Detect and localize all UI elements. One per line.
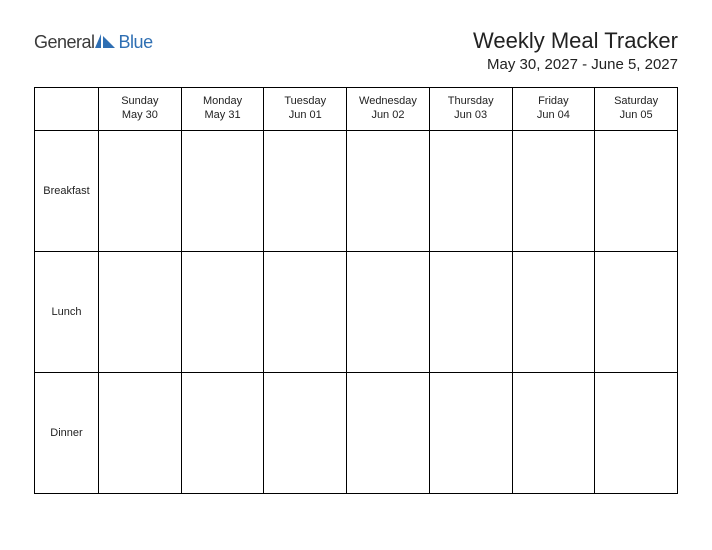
day-date: Jun 05 <box>597 109 675 123</box>
meal-cell[interactable] <box>595 131 678 252</box>
date-range: May 30, 2027 - June 5, 2027 <box>473 56 678 73</box>
meal-cell[interactable] <box>595 252 678 373</box>
meal-cell[interactable] <box>264 131 347 252</box>
meal-cell[interactable] <box>264 373 347 494</box>
meal-tracker-table: Sunday May 30 Monday May 31 Tuesday Jun … <box>34 87 678 494</box>
day-date: Jun 01 <box>266 109 344 123</box>
day-header: Monday May 31 <box>181 88 264 131</box>
day-header: Saturday Jun 05 <box>595 88 678 131</box>
day-header: Friday Jun 04 <box>512 88 595 131</box>
meal-cell[interactable] <box>264 252 347 373</box>
day-date: May 30 <box>101 109 179 123</box>
day-date: May 31 <box>184 109 262 123</box>
meal-row-label: Dinner <box>35 373 99 494</box>
meal-cell[interactable] <box>347 131 430 252</box>
meal-cell[interactable] <box>181 252 264 373</box>
day-of-week: Tuesday <box>266 95 344 109</box>
meal-cell[interactable] <box>595 373 678 494</box>
day-of-week: Saturday <box>597 95 675 109</box>
table-corner-cell <box>35 88 99 131</box>
page-title: Weekly Meal Tracker <box>473 28 678 54</box>
meal-cell[interactable] <box>512 252 595 373</box>
meal-cell[interactable] <box>347 373 430 494</box>
meal-row-label: Lunch <box>35 252 99 373</box>
day-of-week: Thursday <box>432 95 510 109</box>
logo-word-1: General <box>34 32 95 53</box>
day-header: Sunday May 30 <box>99 88 182 131</box>
meal-cell[interactable] <box>181 131 264 252</box>
meal-cell[interactable] <box>512 131 595 252</box>
day-of-week: Monday <box>184 95 262 109</box>
day-of-week: Sunday <box>101 95 179 109</box>
meal-cell[interactable] <box>429 252 512 373</box>
meal-cell[interactable] <box>99 252 182 373</box>
meal-cell[interactable] <box>429 373 512 494</box>
meal-cell[interactable] <box>512 373 595 494</box>
header: General Blue Weekly Meal Tracker May 30,… <box>34 28 678 73</box>
meal-cell[interactable] <box>99 131 182 252</box>
day-date: Jun 02 <box>349 109 427 123</box>
day-of-week: Wednesday <box>349 95 427 109</box>
meal-cell[interactable] <box>429 131 512 252</box>
page: General Blue Weekly Meal Tracker May 30,… <box>0 0 712 550</box>
title-block: Weekly Meal Tracker May 30, 2027 - June … <box>473 28 678 73</box>
table-row: Breakfast <box>35 131 678 252</box>
meal-cell[interactable] <box>181 373 264 494</box>
day-date: Jun 04 <box>515 109 593 123</box>
logo-sail-icon <box>95 34 117 48</box>
day-date: Jun 03 <box>432 109 510 123</box>
table-row: Dinner <box>35 373 678 494</box>
day-header: Thursday Jun 03 <box>429 88 512 131</box>
table-header-row: Sunday May 30 Monday May 31 Tuesday Jun … <box>35 88 678 131</box>
meal-cell[interactable] <box>99 373 182 494</box>
meal-row-label: Breakfast <box>35 131 99 252</box>
table-row: Lunch <box>35 252 678 373</box>
logo-word-2: Blue <box>119 32 153 53</box>
day-of-week: Friday <box>515 95 593 109</box>
meal-cell[interactable] <box>347 252 430 373</box>
day-header: Tuesday Jun 01 <box>264 88 347 131</box>
day-header: Wednesday Jun 02 <box>347 88 430 131</box>
logo: General Blue <box>34 28 153 53</box>
